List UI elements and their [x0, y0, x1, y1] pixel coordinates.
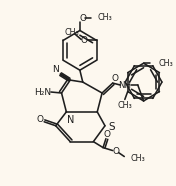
Text: O: O — [81, 36, 87, 45]
Text: O: O — [37, 115, 44, 124]
Text: O: O — [112, 147, 119, 156]
Text: H₂N: H₂N — [35, 87, 52, 97]
Text: CH₃: CH₃ — [130, 154, 145, 163]
Text: O: O — [103, 130, 110, 139]
Text: CH₃: CH₃ — [64, 28, 79, 37]
Text: CH₃: CH₃ — [117, 101, 132, 110]
Text: CH₃: CH₃ — [158, 59, 173, 68]
Text: N: N — [67, 115, 75, 125]
Text: O: O — [79, 14, 86, 23]
Text: S: S — [108, 122, 115, 132]
Text: N: N — [52, 65, 59, 74]
Text: O: O — [111, 74, 118, 83]
Text: CH₃: CH₃ — [97, 13, 112, 22]
Text: NH: NH — [118, 81, 131, 90]
